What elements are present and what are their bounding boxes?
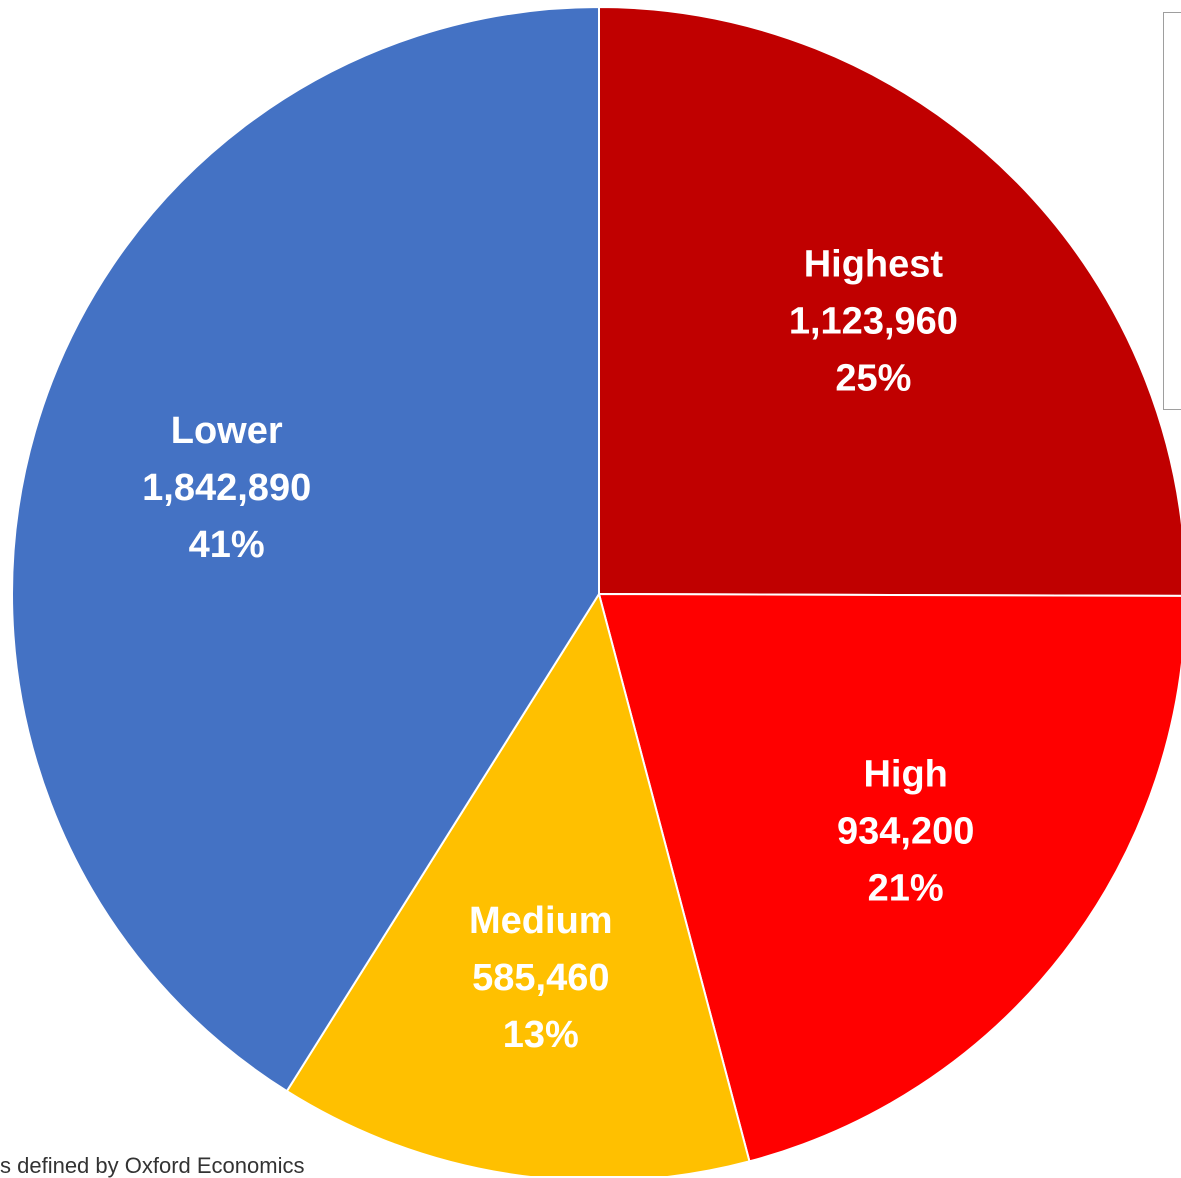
data-label-high: High 934,200 21% <box>837 754 974 910</box>
pie-slice-high <box>597 592 1181 1163</box>
pie-labels: Highest 1,123,960 25% High 934,200 21% Medium 5… <box>142 244 974 1057</box>
slice-label-percent: 25% <box>835 358 911 400</box>
slice-label-percent: 13% <box>503 1014 579 1056</box>
slice-label-value: 1,123,960 <box>789 301 958 343</box>
slice-label-value: 1,842,890 <box>142 467 311 509</box>
data-label-medium: Medium 585,460 13% <box>469 900 613 1056</box>
footnote: s defined by Oxford Economics <box>0 1153 305 1178</box>
pie-slice-medium <box>285 591 751 1176</box>
slice-label-name: High <box>863 754 947 796</box>
pie-slice-lower <box>11 5 600 1093</box>
slice-label-value: 934,200 <box>837 811 974 853</box>
legend-box <box>1163 12 1181 410</box>
data-label-lower: Lower 1,842,890 41% <box>142 410 311 566</box>
data-label-highest: Highest 1,123,960 25% <box>789 244 958 400</box>
pie-slices <box>11 5 1181 1176</box>
slice-label-value: 585,460 <box>472 957 609 999</box>
slice-label-percent: 41% <box>189 524 265 566</box>
slice-label-name: Lower <box>171 410 283 452</box>
slice-label-name: Highest <box>804 244 944 286</box>
slice-label-percent: 21% <box>868 868 944 910</box>
slice-label-name: Medium <box>469 900 613 942</box>
pie-slice-highest <box>598 5 1181 597</box>
